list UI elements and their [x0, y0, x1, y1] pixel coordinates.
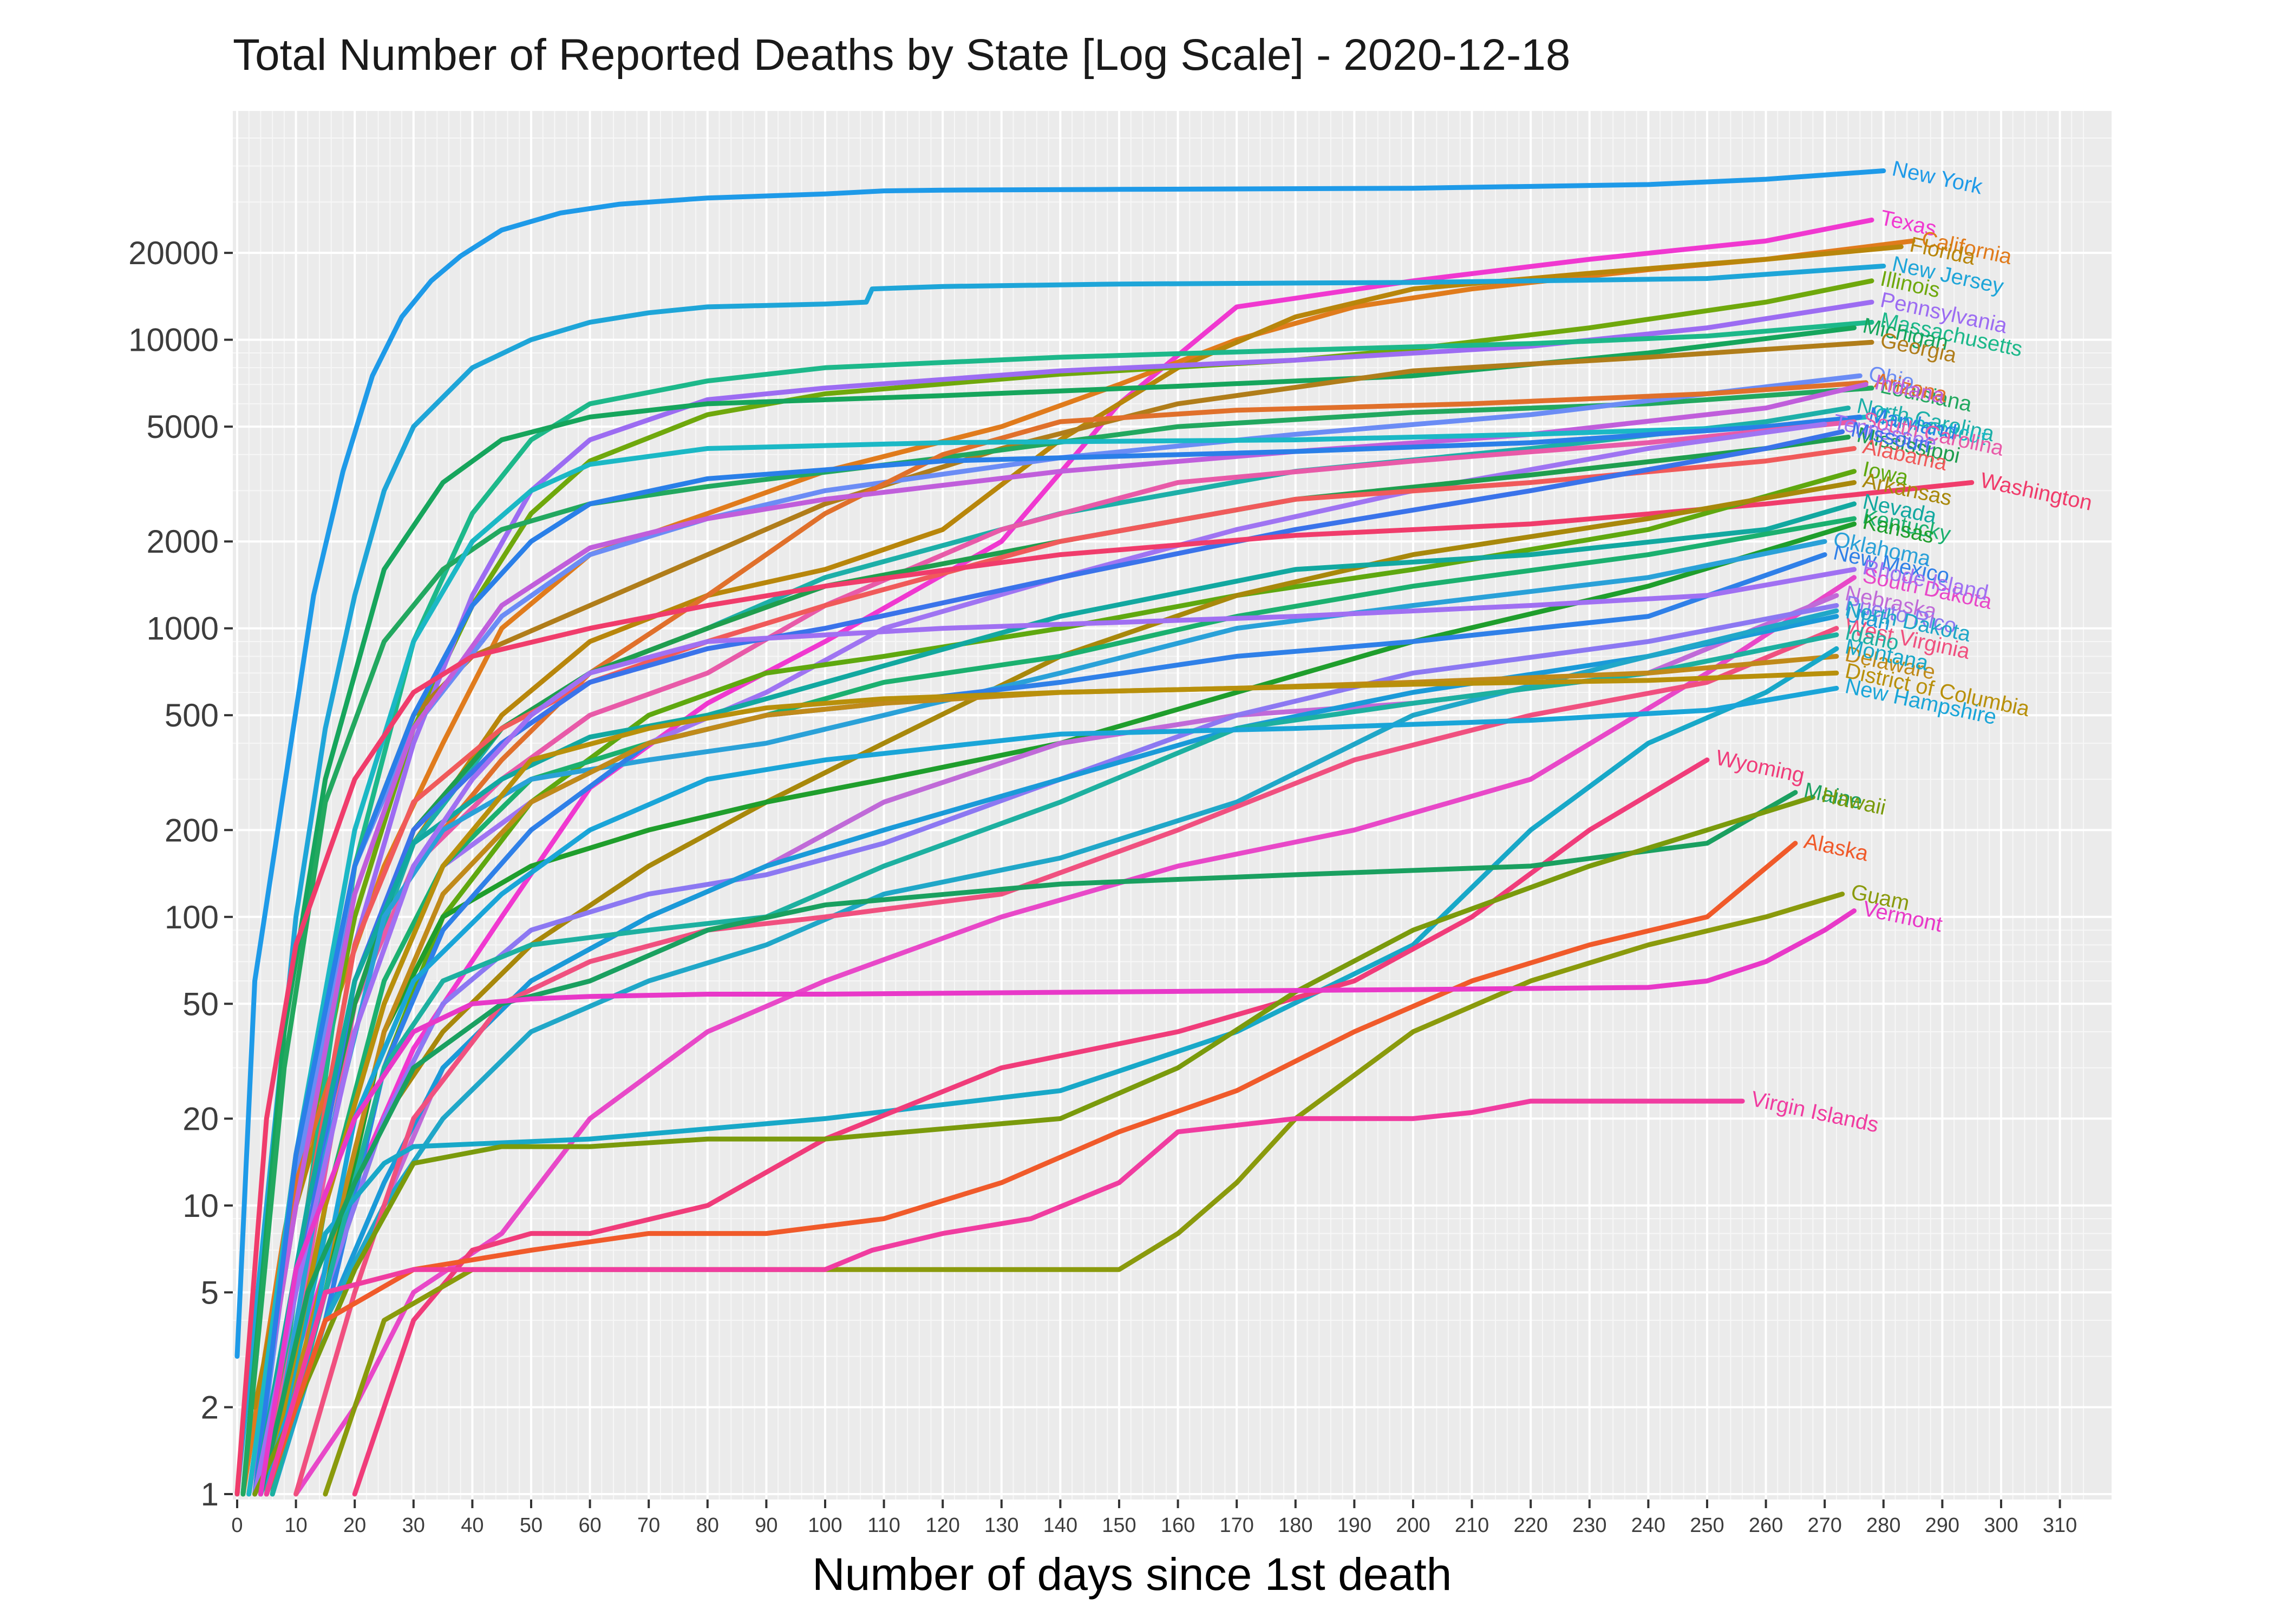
series-line [264, 603, 1839, 1497]
x-tick-label: 50 [520, 1514, 543, 1537]
series-line [258, 790, 1798, 1497]
series-line [264, 670, 1839, 1497]
x-tick-label: 110 [867, 1514, 900, 1537]
y-tick-label: 2000 [147, 523, 219, 560]
x-tick-label: 280 [1866, 1514, 1900, 1537]
series-line [264, 299, 1874, 1497]
series-line [240, 325, 1857, 1497]
y-tick-label: 20000 [128, 235, 219, 271]
series-line [234, 480, 1975, 1497]
y-tick-label: 1 [201, 1476, 219, 1512]
x-tick-label: 260 [1749, 1514, 1783, 1537]
x-tick-label: 240 [1631, 1514, 1665, 1537]
x-tick-label: 150 [1102, 1514, 1136, 1537]
series-line [264, 646, 1839, 1497]
series-line [234, 168, 1886, 1359]
series-line [252, 217, 1874, 1497]
y-tick-label: 200 [165, 812, 219, 848]
x-tick-label: 30 [402, 1514, 425, 1537]
series-line [246, 414, 1868, 1497]
series-line [264, 539, 1827, 1497]
x-axis: 0 10 20 30 40 50 60 70 80 90 100 110 120 130 140 150 160… [231, 1499, 2077, 1537]
y-tick-label: 100 [165, 899, 219, 935]
x-tick-label: 120 [925, 1514, 959, 1537]
x-tick-label: 210 [1455, 1514, 1489, 1537]
y-tick-label: 5 [201, 1274, 219, 1311]
series-line [293, 575, 1857, 1497]
series-layer [234, 168, 1975, 1497]
x-tick-label: 130 [984, 1514, 1018, 1537]
x-tick-label: 60 [578, 1514, 601, 1537]
x-tick-label: 230 [1572, 1514, 1606, 1537]
series-line [252, 414, 1863, 1497]
series-line [264, 319, 1874, 1497]
y-tick-label: 500 [165, 697, 219, 734]
y-tick-label: 2 [201, 1390, 219, 1426]
x-tick-label: 20 [343, 1514, 366, 1537]
x-tick-label: 250 [1690, 1514, 1724, 1537]
x-tick-label: 160 [1161, 1514, 1195, 1537]
x-tick-label: 180 [1278, 1514, 1312, 1537]
series-line [293, 626, 1839, 1497]
series-line [252, 567, 1857, 1497]
series-line [252, 501, 1857, 1497]
x-tick-label: 140 [1043, 1514, 1077, 1537]
y-tick-label: 5000 [147, 409, 219, 445]
series-line [252, 795, 1815, 1497]
x-tick-label: 310 [2043, 1514, 2077, 1537]
x-tick-label: 190 [1337, 1514, 1371, 1537]
x-tick-label: 40 [461, 1514, 483, 1537]
series-line [264, 841, 1798, 1497]
x-tick-label: 70 [637, 1514, 660, 1537]
x-tick-label: 100 [808, 1514, 842, 1537]
series-line [234, 264, 1886, 1497]
series-line [264, 614, 1839, 1497]
x-tick-label: 270 [1807, 1514, 1841, 1537]
y-tick-label: 50 [182, 986, 219, 1022]
series-line [264, 1098, 1745, 1497]
series-line [246, 278, 1874, 1497]
y-tick-label: 10000 [128, 322, 219, 358]
y-axis: 1 2 5 10 20 50 100 200 500 1000 2000 5000 10000 20000 [128, 235, 233, 1512]
x-tick-label: 200 [1396, 1514, 1430, 1537]
x-tick-label: 300 [1984, 1514, 2018, 1537]
x-tick-label: 220 [1513, 1514, 1547, 1537]
x-tick-label: 290 [1925, 1514, 1959, 1537]
series-line [258, 908, 1857, 1497]
y-tick-label: 1000 [147, 611, 219, 647]
x-tick-label: 10 [284, 1514, 307, 1537]
x-tick-label: 170 [1219, 1514, 1253, 1537]
series-line [258, 434, 1851, 1497]
y-tick-label: 20 [182, 1101, 219, 1137]
x-tick-label: 90 [755, 1514, 777, 1537]
y-tick-label: 10 [182, 1188, 219, 1224]
x-tick-label: 80 [696, 1514, 719, 1537]
x-tick-label: 0 [231, 1514, 243, 1537]
x-axis-label: Number of days since 1st death [812, 1549, 1452, 1600]
chart-title: Total Number of Reported Deaths by State… [233, 30, 1571, 80]
